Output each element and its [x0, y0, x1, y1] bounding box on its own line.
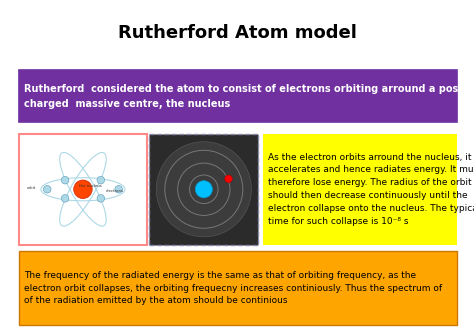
- Circle shape: [44, 186, 51, 193]
- Text: the nucleus: the nucleus: [79, 184, 102, 188]
- FancyBboxPatch shape: [19, 70, 457, 122]
- Circle shape: [195, 181, 212, 198]
- Circle shape: [97, 195, 105, 202]
- Circle shape: [61, 177, 69, 184]
- FancyBboxPatch shape: [19, 134, 147, 245]
- Circle shape: [156, 142, 251, 237]
- Circle shape: [97, 177, 105, 184]
- Text: The frequency of the radiated energy is the same as that of orbiting frequency, : The frequency of the radiated energy is …: [24, 271, 442, 306]
- Circle shape: [61, 195, 69, 202]
- Text: Rutherford Atom model: Rutherford Atom model: [118, 24, 356, 43]
- FancyBboxPatch shape: [263, 134, 457, 245]
- Circle shape: [74, 180, 92, 199]
- FancyBboxPatch shape: [149, 134, 258, 245]
- FancyBboxPatch shape: [19, 251, 457, 325]
- Text: As the electron orbits arround the nucleus, it
accelerates and hence radiates en: As the electron orbits arround the nucle…: [268, 153, 474, 226]
- Circle shape: [115, 186, 122, 193]
- Text: orbit: orbit: [27, 186, 36, 190]
- Text: electrons: electrons: [106, 189, 124, 193]
- Circle shape: [225, 175, 232, 183]
- Text: Rutherford  considered the atom to consist of electrons orbiting arround a posit: Rutherford considered the atom to consis…: [24, 84, 474, 109]
